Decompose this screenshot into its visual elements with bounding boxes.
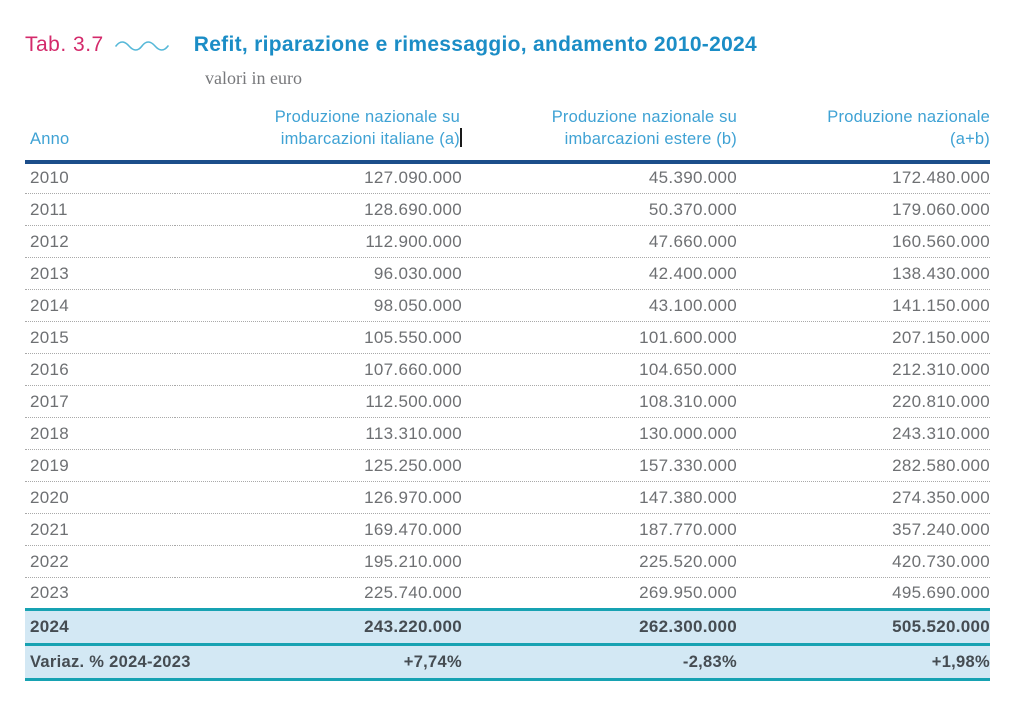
column-header-anno: Anno [25, 107, 175, 164]
value-cell-a: 112.500.000 [175, 385, 462, 419]
value-cell-b: 45.390.000 [462, 161, 737, 195]
table-row: 2012 112.900.000 47.660.000 160.560.000 [25, 225, 990, 259]
value-cell-a: 195.210.000 [175, 545, 462, 579]
value-cell-b: 225.520.000 [462, 545, 737, 579]
year-cell: 2023 [25, 577, 175, 611]
value-cell-a: 225.740.000 [175, 577, 462, 611]
year-cell: 2017 [25, 385, 175, 419]
value-cell-ab: 220.810.000 [737, 385, 990, 419]
value-cell-ab: 179.060.000 [737, 193, 990, 227]
year-cell: 2021 [25, 513, 175, 547]
year-cell: 2016 [25, 353, 175, 387]
refit-data-table: Anno Produzione nazionale su imbarcazion… [25, 107, 990, 682]
value-cell-ab: 505.520.000 [737, 608, 990, 647]
year-cell: 2012 [25, 225, 175, 259]
year-cell: 2019 [25, 449, 175, 483]
value-cell-ab: 138.430.000 [737, 257, 990, 291]
highlight-row-2024: 2024 243.220.000 262.300.000 505.520.000 [25, 608, 990, 647]
value-cell-b: 42.400.000 [462, 257, 737, 291]
table-header: Anno Produzione nazionale su imbarcazion… [25, 107, 990, 164]
value-cell-b: 147.380.000 [462, 481, 737, 515]
value-cell-ab: 420.730.000 [737, 545, 990, 579]
value-cell-b: 101.600.000 [462, 321, 737, 355]
table-body: 2010 127.090.000 45.390.000 172.480.000 … [25, 161, 990, 611]
variation-cell-b: -2,83% [462, 644, 737, 682]
year-cell: 2018 [25, 417, 175, 451]
variation-label: Variaz. % 2024-2023 [25, 644, 190, 682]
value-cell-a: 243.220.000 [175, 608, 462, 647]
table-row: 2023 225.740.000 269.950.000 495.690.000 [25, 577, 990, 611]
value-cell-a: 98.050.000 [175, 289, 462, 323]
column-header-italiane[interactable]: Produzione nazionale su imbarcazioni ita… [175, 107, 462, 164]
value-cell-a: 113.310.000 [175, 417, 462, 451]
value-cell-ab: 160.560.000 [737, 225, 990, 259]
table-row: 2018 113.310.000 130.000.000 243.310.000 [25, 417, 990, 451]
value-cell-a: 127.090.000 [175, 161, 462, 195]
value-cell-b: 104.650.000 [462, 353, 737, 387]
value-cell-a: 128.690.000 [175, 193, 462, 227]
table-row: 2013 96.030.000 42.400.000 138.430.000 [25, 257, 990, 291]
variation-row: Variaz. % 2024-2023 +7,74% -2,83% +1,98% [25, 644, 990, 682]
year-cell: 2010 [25, 161, 175, 195]
year-cell: 2024 [25, 608, 175, 647]
year-cell: 2015 [25, 321, 175, 355]
squiggle-divider-icon [114, 41, 169, 51]
year-cell: 2014 [25, 289, 175, 323]
value-cell-a: 126.970.000 [175, 481, 462, 515]
value-cell-a: 107.660.000 [175, 353, 462, 387]
table-row: 2010 127.090.000 45.390.000 172.480.000 [25, 161, 990, 195]
table-row: 2017 112.500.000 108.310.000 220.810.000 [25, 385, 990, 419]
year-cell: 2013 [25, 257, 175, 291]
table-row: 2015 105.550.000 101.600.000 207.150.000 [25, 321, 990, 355]
value-cell-ab: 172.480.000 [737, 161, 990, 195]
year-cell: 2020 [25, 481, 175, 515]
value-cell-a: 112.900.000 [175, 225, 462, 259]
value-cell-a: 96.030.000 [175, 257, 462, 291]
table-row: 2021 169.470.000 187.770.000 357.240.000 [25, 513, 990, 547]
table-caption-row: Tab. 3.7 Refit, riparazione e rimessaggi… [25, 33, 990, 57]
year-cell: 2011 [25, 193, 175, 227]
column-header-estere: Produzione nazionale su imbarcazioni est… [462, 107, 737, 164]
value-cell-a: 169.470.000 [175, 513, 462, 547]
table-row: 2019 125.250.000 157.330.000 282.580.000 [25, 449, 990, 483]
value-cell-b: 108.310.000 [462, 385, 737, 419]
value-cell-b: 187.770.000 [462, 513, 737, 547]
page-title: Refit, riparazione e rimessaggio, andame… [193, 33, 758, 56]
value-cell-ab: 212.310.000 [737, 353, 990, 387]
value-cell-ab: 207.150.000 [737, 321, 990, 355]
unit-subtitle: valori in euro [205, 68, 302, 88]
value-cell-b: 130.000.000 [462, 417, 737, 451]
variation-cell-a: +7,74% [175, 644, 462, 682]
value-cell-ab: 495.690.000 [737, 577, 990, 611]
table-row: 2016 107.660.000 104.650.000 212.310.000 [25, 353, 990, 387]
value-cell-b: 269.950.000 [462, 577, 737, 611]
column-header-totale: Produzione nazionale (a+b) [737, 107, 990, 164]
value-cell-ab: 243.310.000 [737, 417, 990, 451]
value-cell-b: 262.300.000 [462, 608, 737, 647]
value-cell-ab: 274.350.000 [737, 481, 990, 515]
table-number-label: Tab. 3.7 [25, 33, 104, 56]
table-row: 2014 98.050.000 43.100.000 141.150.000 [25, 289, 990, 323]
value-cell-b: 50.370.000 [462, 193, 737, 227]
value-cell-ab: 357.240.000 [737, 513, 990, 547]
value-cell-a: 105.550.000 [175, 321, 462, 355]
value-cell-ab: 282.580.000 [737, 449, 990, 483]
text-cursor [460, 127, 462, 147]
value-cell-a: 125.250.000 [175, 449, 462, 483]
value-cell-b: 47.660.000 [462, 225, 737, 259]
table-footer: 2024 243.220.000 262.300.000 505.520.000… [25, 608, 990, 682]
table-row: 2011 128.690.000 50.370.000 179.060.000 [25, 193, 990, 227]
variation-cell-ab: +1,98% [737, 644, 990, 682]
table-row: 2020 126.970.000 147.380.000 274.350.000 [25, 481, 990, 515]
table-row: 2022 195.210.000 225.520.000 420.730.000 [25, 545, 990, 579]
value-cell-b: 43.100.000 [462, 289, 737, 323]
header-row: Anno Produzione nazionale su imbarcazion… [25, 107, 990, 164]
year-cell: 2022 [25, 545, 175, 579]
value-cell-b: 157.330.000 [462, 449, 737, 483]
value-cell-ab: 141.150.000 [737, 289, 990, 323]
